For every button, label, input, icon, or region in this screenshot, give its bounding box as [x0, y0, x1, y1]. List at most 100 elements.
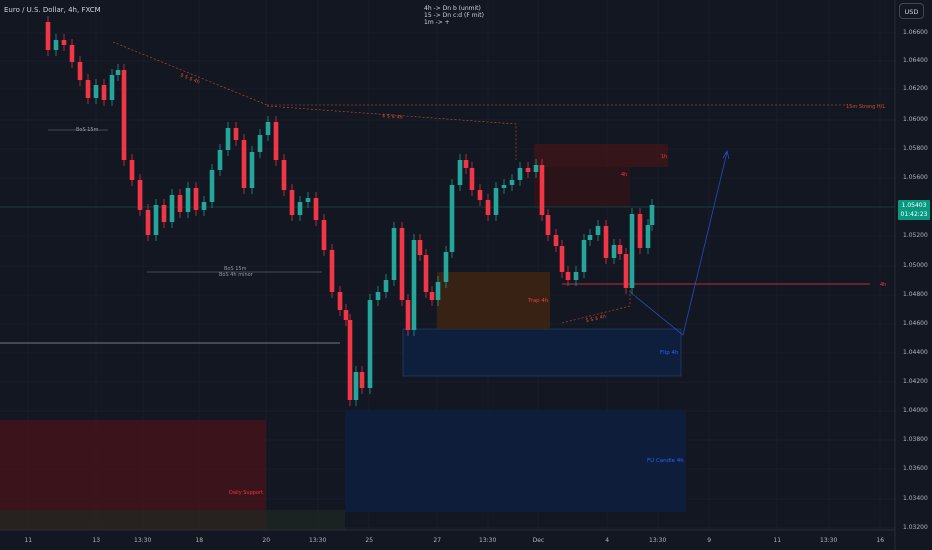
candle-body: [265, 122, 271, 135]
candle-body: [411, 240, 417, 330]
candle-body: [93, 85, 99, 98]
daily-support-label: Daily Support: [229, 490, 263, 496]
candle-body: [241, 140, 247, 188]
candle-body: [169, 195, 175, 222]
candle-body: [329, 250, 335, 292]
zone-4h[interactable]: [534, 167, 630, 207]
candle-body: [343, 310, 349, 320]
flip-4h-zone[interactable]: [402, 328, 682, 377]
candle-body: [391, 228, 397, 280]
candle-body: [273, 122, 279, 160]
currency-button[interactable]: USD: [899, 3, 924, 19]
candle-body: [101, 85, 107, 100]
candle-body: [297, 202, 303, 215]
note-line-2: 15 -> Dn c:d (F mit): [424, 12, 484, 19]
candle-body: [545, 215, 551, 235]
price-tick-label: 1.05000: [903, 262, 928, 269]
candle-body: [313, 198, 319, 220]
time-tick-label: 13:30: [649, 537, 667, 544]
candle-body: [85, 80, 91, 98]
candle-body: [539, 165, 545, 215]
candle-body: [53, 40, 59, 50]
time-tick-label: 11: [24, 537, 33, 544]
trap-4h-label: Trap 4h: [527, 298, 549, 304]
candle-body: [153, 205, 159, 235]
candle-body: [493, 188, 499, 215]
price-tick-label: 1.05800: [903, 145, 928, 152]
fu-candle-zone[interactable]: [345, 410, 686, 512]
candle-body: [457, 160, 463, 185]
candle-body: [249, 152, 255, 188]
candle-body: [193, 188, 199, 210]
candle-body: [209, 170, 215, 202]
time-tick-label: 18: [195, 537, 204, 544]
trap-4h-zone[interactable]: [437, 272, 550, 329]
time-tick-label: 13:30: [479, 537, 497, 544]
price-tick-label: 1.03200: [903, 524, 928, 531]
candle-body: [121, 70, 127, 160]
candle-body: [115, 70, 121, 75]
candle-body: [367, 300, 373, 388]
note-line-1: 4h -> Dn b (unmit): [424, 5, 481, 12]
candle-body: [257, 135, 263, 152]
candle-body: [623, 254, 629, 288]
symbol-title[interactable]: Euro / U.S. Dollar, 4h, FXCM: [4, 6, 101, 14]
time-tick-label: 27: [433, 537, 442, 544]
price-tick-label: 1.04000: [903, 407, 928, 414]
note-line-3: 1m -> +: [424, 19, 450, 26]
candle-body: [587, 235, 593, 240]
candle-body: [161, 205, 167, 222]
liquidity-label-2: $ $ $ 4h: [382, 113, 403, 121]
candles[interactable]: [45, 16, 655, 406]
candle-body: [353, 372, 359, 400]
candle-body: [399, 228, 405, 300]
price-tick-label: 1.04600: [903, 320, 928, 327]
time-tick-label: 16: [876, 537, 885, 544]
zone-1h-label: 1h: [661, 154, 667, 160]
candle-body: [423, 255, 429, 292]
candle-body: [501, 185, 507, 188]
candle-body: [129, 160, 135, 180]
candle-body: [603, 226, 609, 258]
price-tick-label: 1.03600: [903, 465, 928, 472]
price-tick-label: 1.04800: [903, 291, 928, 298]
fu-candle-label: FU Candle 4h: [647, 458, 684, 464]
candle-body: [201, 202, 207, 210]
candle-body: [217, 150, 223, 170]
price-tick-label: 1.04400: [903, 349, 928, 356]
projection-arrow: [629, 151, 728, 336]
candle-body: [629, 214, 635, 288]
candle-body: [463, 160, 469, 168]
price-tick-label: 1.05600: [903, 174, 928, 181]
projection-arrowhead: [722, 149, 730, 160]
time-tick-label: 11: [773, 537, 782, 544]
candle-body: [145, 210, 151, 235]
candle-body: [45, 22, 51, 50]
price-tick-label: 1.03400: [903, 495, 928, 502]
candle-body: [477, 190, 483, 200]
candle-body: [225, 128, 231, 150]
candle-body: [69, 45, 75, 62]
time-tick-label: Dec: [532, 537, 545, 544]
candle-body: [383, 280, 389, 292]
candle-body: [359, 372, 365, 388]
bos-4h-minor-label: BoS 4h minor: [219, 272, 254, 278]
candle-body: [305, 198, 311, 202]
zone-1h[interactable]: [534, 144, 668, 167]
candle-body: [565, 272, 571, 280]
strong-hl-label: 15m Strong H/L: [846, 104, 885, 110]
time-tick-label: 4: [605, 537, 610, 544]
candle-body: [281, 160, 287, 190]
liquidity-label-3: $ $ $ 4h: [585, 314, 606, 324]
right-4h-label: 4h: [880, 282, 886, 288]
time-tick-label: 13:30: [820, 537, 838, 544]
candle-body: [581, 240, 587, 272]
candle-body: [595, 226, 601, 235]
price-tick-label: 1.06000: [903, 116, 928, 123]
candle-body: [649, 205, 655, 225]
candle-body: [443, 252, 449, 282]
candle-body: [109, 75, 115, 100]
candle-body: [289, 190, 295, 215]
candle-body: [435, 282, 441, 300]
